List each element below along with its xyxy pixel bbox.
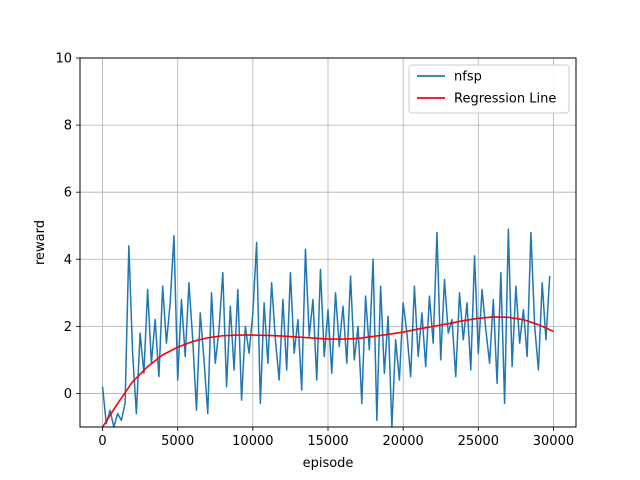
x-tick-label: 10000 [232, 434, 273, 449]
x-tick-label: 25000 [458, 434, 499, 449]
y-axis-label: reward [33, 220, 48, 265]
series-line-regression [101, 316, 554, 427]
y-tick-label: 2 [64, 320, 72, 335]
y-tick-label: 0 [64, 387, 72, 402]
legend-label: Regression Line [454, 92, 556, 107]
series-layer [101, 228, 554, 427]
y-tick-label: 8 [64, 119, 72, 134]
legend: nfsp Regression Line [408, 64, 570, 114]
x-tick-label: 5000 [161, 434, 194, 449]
legend-label: nfsp [454, 70, 482, 85]
x-axis: 0 5000 10000 15000 20000 25000 30000 [98, 427, 574, 449]
x-tick-label: 20000 [382, 434, 423, 449]
x-tick-label: 30000 [533, 434, 574, 449]
x-tick-label: 0 [98, 434, 106, 449]
series-line-nfsp [101, 228, 551, 427]
y-tick-label: 4 [64, 253, 72, 268]
grid [80, 57, 576, 427]
y-axis: 0 2 4 6 8 10 [55, 52, 80, 402]
legend-box [408, 64, 570, 114]
y-tick-label: 10 [55, 52, 72, 67]
x-tick-label: 15000 [307, 434, 348, 449]
y-tick-label: 6 [64, 186, 72, 201]
x-axis-label: episode [303, 456, 354, 471]
